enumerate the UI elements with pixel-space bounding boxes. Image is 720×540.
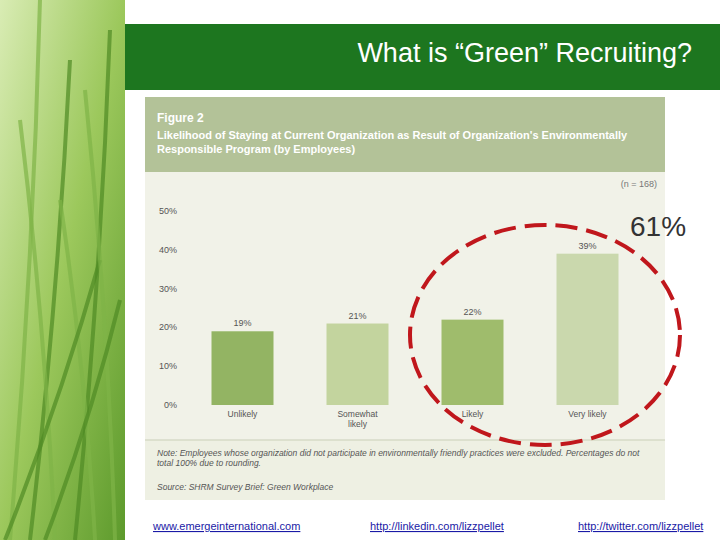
annotation: 61%	[630, 211, 686, 242]
slide-canvas: What is “Green” Recruiting? Figure 2 Likel…	[0, 0, 720, 540]
bar	[327, 324, 389, 405]
text-line: Somewhat	[337, 409, 378, 419]
y-tick-label: 30%	[159, 284, 177, 294]
bar	[557, 254, 619, 405]
grass-blade	[85, 90, 115, 540]
y-tick-label: 40%	[159, 245, 177, 255]
grass-image	[0, 0, 125, 540]
tick-mark	[182, 211, 185, 212]
y-tick-label: 10%	[159, 361, 177, 371]
x-tick-label: Somewhatlikely	[337, 409, 378, 429]
highlight-ellipse	[410, 225, 680, 445]
tick-mark	[182, 249, 185, 250]
y-tick-label: 0%	[164, 400, 177, 410]
text-line: Very likely	[568, 409, 607, 419]
grass-blade	[5, 260, 100, 540]
data-label: 19%	[233, 318, 251, 328]
footer-link[interactable]: http://twitter.com/lizzpellet	[578, 520, 703, 532]
grass-blade	[20, 120, 55, 540]
text-line: likely	[348, 419, 368, 429]
text-line: Note: Employees whose organization did n…	[157, 448, 640, 458]
text-line: Likely	[462, 409, 484, 419]
data-label: 39%	[578, 241, 596, 251]
x-tick-label: Likely	[462, 409, 484, 419]
y-tick-label: 50%	[159, 206, 177, 216]
figure-label: Figure 2	[157, 111, 204, 125]
tick-mark	[182, 288, 185, 289]
x-tick-label: Very likely	[568, 409, 607, 419]
text-line: total 100% due to rounding.	[157, 458, 261, 468]
footer-link[interactable]: www.emergeinternational.com	[152, 520, 300, 532]
note-background	[145, 440, 665, 500]
note: Note: Employees whose organization did n…	[157, 448, 640, 468]
grass-blade	[45, 300, 120, 540]
text-line: Likelihood of Staying at Current Organiz…	[157, 129, 628, 141]
y-tick-label: 20%	[159, 322, 177, 332]
bars	[212, 254, 619, 405]
tick-mark	[182, 405, 185, 406]
footer-link[interactable]: http://linkedin.com/lizzpellet	[370, 520, 504, 532]
bar	[442, 320, 504, 405]
text-line: Unlikely	[228, 409, 259, 419]
bar	[212, 331, 274, 405]
x-tick-label: Unlikely	[228, 409, 259, 419]
source: Source: SHRM Survey Brief: Green Workpla…	[157, 482, 333, 492]
data-label: 22%	[463, 307, 481, 317]
divider	[145, 440, 665, 441]
chart-title: Likelihood of Staying at Current Organiz…	[157, 129, 628, 155]
tick-mark	[182, 327, 185, 328]
tick-mark	[182, 366, 185, 367]
sample-size: (n = 168)	[621, 179, 657, 189]
panel-header	[145, 97, 665, 172]
text-line: Responsible Program (by Employees)	[157, 143, 355, 155]
plot-background	[145, 172, 665, 440]
slide: What is “Green” Recruiting? Figure 2 Likel…	[0, 0, 720, 540]
slide-title: What is “Green” Recruiting?	[357, 38, 692, 68]
data-label: 21%	[348, 311, 366, 321]
